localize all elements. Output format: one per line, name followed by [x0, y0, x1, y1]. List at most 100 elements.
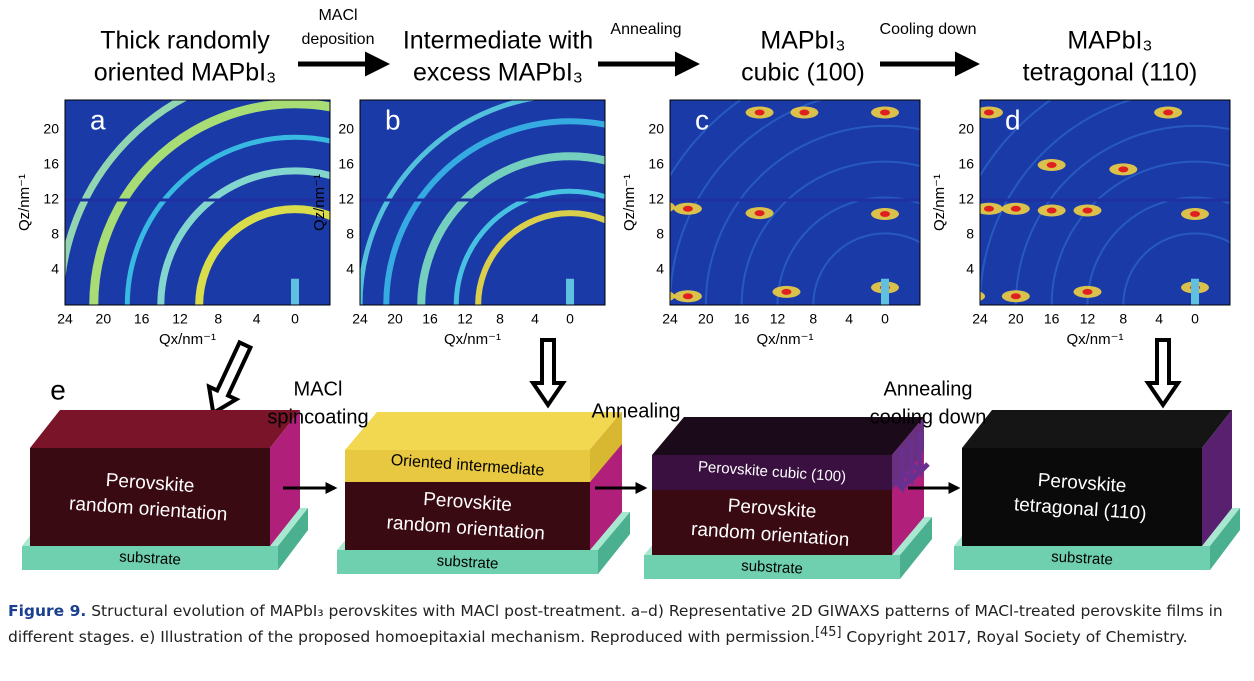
panel-frame: [979, 99, 1231, 306]
layer: [345, 450, 590, 482]
x-tick-label: 20: [1008, 311, 1024, 327]
spot-core: [754, 210, 765, 217]
label: cubic (100): [741, 59, 865, 87]
caption-label: Figure 9.: [8, 602, 87, 620]
substrate-front: [954, 546, 1210, 570]
y-tick-label: 20: [338, 121, 354, 137]
block-top: [345, 412, 622, 450]
caption-ref: [45]: [814, 625, 842, 640]
x-axis-label: Qx/nm⁻¹: [159, 331, 216, 348]
ring: [1122, 232, 1230, 305]
x-tick-label: 16: [422, 311, 438, 327]
y-axis-label: Qz/nm⁻¹: [16, 174, 33, 231]
x-tick-label: 24: [662, 311, 678, 327]
label: oriented MAPbI₃: [94, 59, 277, 87]
x-tick-label: 4: [253, 311, 261, 327]
ring: [417, 152, 605, 305]
y-tick-label: 12: [43, 191, 59, 207]
panel-letter: b: [385, 104, 401, 135]
label: Annealing: [884, 378, 973, 400]
spot-core: [1082, 207, 1093, 214]
giwaxs-pattern: [980, 100, 1230, 305]
spot: [670, 202, 676, 212]
x-tick-label: 8: [214, 311, 222, 327]
x-tick-label: 4: [531, 311, 539, 327]
y-tick-label: 4: [51, 261, 59, 277]
x-tick-label: 12: [457, 311, 473, 327]
y-tick-label: 8: [966, 226, 974, 242]
ring: [475, 210, 605, 305]
substrate-side: [598, 512, 630, 574]
panel-letter: c: [695, 104, 709, 135]
label: MACl: [318, 7, 357, 24]
ring: [453, 188, 605, 305]
x-tick-label: 0: [881, 311, 889, 327]
spot-core: [682, 205, 693, 212]
ring: [383, 118, 605, 305]
caption-text: Structural evolution of MAPbI₃ perovskit…: [8, 602, 1223, 647]
block-top: [30, 410, 300, 448]
layer-side: [590, 412, 622, 482]
pattern-bg: [980, 100, 1230, 305]
panel-letter: d: [1005, 104, 1021, 135]
y-tick-label: 16: [338, 156, 354, 172]
label: Thick randomly: [100, 27, 270, 55]
spot-core: [1190, 211, 1200, 217]
beamstop: [1191, 278, 1199, 305]
label: Cooling down: [880, 21, 977, 38]
x-tick-label: 20: [387, 311, 403, 327]
label: MACl: [294, 378, 343, 400]
hollow-arrow: [529, 338, 567, 409]
y-tick-label: 4: [346, 261, 354, 277]
giwaxs-pattern: [65, 100, 330, 305]
x-tick-label: 0: [566, 311, 574, 327]
layer-arrow: [892, 448, 912, 495]
spot-core: [1046, 162, 1057, 168]
ring: [704, 124, 920, 305]
spot-core: [1082, 288, 1093, 295]
y-tick-label: 8: [656, 226, 664, 242]
y-tick-label: 20: [43, 121, 59, 137]
label: MAPbI₃: [1067, 27, 1152, 55]
y-tick-label: 16: [648, 156, 664, 172]
substrate-label: substrate: [436, 552, 499, 572]
label: MAPbI₃: [760, 27, 845, 55]
spot-core: [983, 109, 994, 116]
x-tick-label: 8: [1119, 311, 1127, 327]
y-tick-label: 20: [958, 121, 974, 137]
x-tick-label: 0: [1191, 311, 1199, 327]
x-tick-label: 12: [172, 311, 188, 327]
ring: [740, 160, 920, 305]
panel-frame: [359, 99, 606, 306]
panel-frame: [669, 99, 921, 306]
x-tick-label: 16: [734, 311, 750, 327]
x-tick-label: 20: [96, 311, 112, 327]
spot-core: [1046, 207, 1057, 214]
layer: [652, 455, 892, 490]
substrate-side: [1210, 508, 1240, 570]
giwaxs-pattern: [670, 100, 920, 305]
label: Intermediate with: [403, 27, 593, 55]
x-tick-label: 4: [845, 311, 853, 327]
layer: [345, 482, 590, 550]
x-tick-label: 24: [57, 311, 73, 327]
spot-core: [799, 109, 810, 116]
block-top: [652, 417, 924, 455]
y-axis-label: Qz/nm⁻¹: [311, 174, 328, 231]
y-tick-label: 16: [43, 156, 59, 172]
layer-arrow: [901, 440, 921, 487]
ring: [157, 167, 330, 305]
x-tick-label: 16: [1044, 311, 1060, 327]
y-tick-label: 4: [656, 261, 664, 277]
x-tick-label: 12: [770, 311, 786, 327]
y-tick-label: 20: [648, 121, 664, 137]
spot: [670, 291, 676, 301]
x-tick-label: 8: [809, 311, 817, 327]
x-tick-label: 12: [1080, 311, 1096, 327]
substrate-side: [278, 508, 308, 570]
layer: [962, 448, 1202, 546]
block-side: [270, 410, 300, 546]
substrate-front: [337, 550, 598, 574]
x-tick-label: 16: [134, 311, 150, 327]
